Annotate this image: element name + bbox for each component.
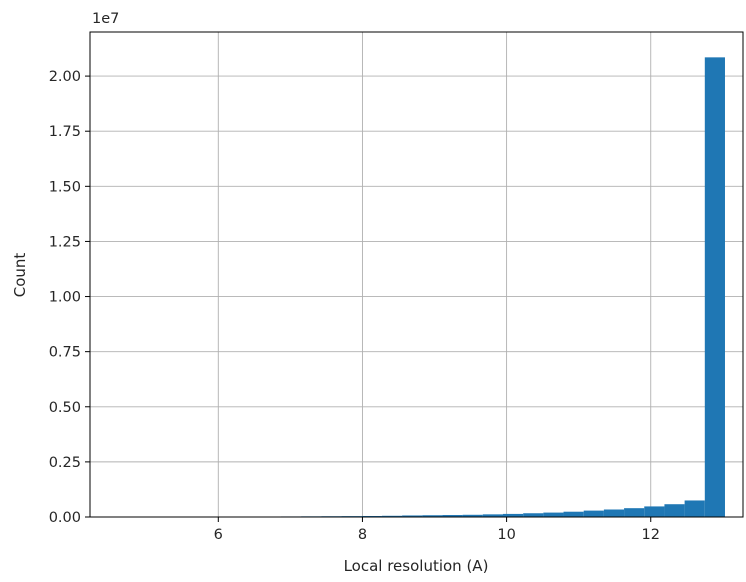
y-tick-label: 0.75: [49, 345, 81, 361]
axes-frame: [89, 31, 744, 518]
histogram-bar: [543, 512, 564, 517]
x-tick-label: 8: [358, 527, 367, 543]
y-tick-label: 1.50: [49, 179, 81, 195]
histogram-bar: [462, 514, 483, 517]
x-tick-label: 10: [497, 527, 515, 543]
plot-frame: [89, 31, 744, 518]
histogram-bars: [260, 57, 725, 518]
histogram-bar: [422, 515, 443, 517]
y-tick-label: 0.50: [49, 400, 81, 416]
y-axis-ticks: 0.00 0.25 0.50 0.75 1.00 1.25 1.50 1.75 2.00: [49, 69, 90, 526]
y-tick-label: 1.25: [49, 234, 81, 250]
histogram-bar: [502, 513, 524, 517]
x-axis-ticks: 6 8 10 12: [214, 517, 660, 543]
histogram-bar: [563, 511, 584, 517]
y-tick-label: 0.00: [49, 510, 81, 526]
histogram-bar: [442, 515, 463, 517]
y-tick-label: 1.00: [49, 290, 81, 306]
histogram-bar: [482, 514, 503, 517]
histogram-bar: [603, 509, 625, 517]
y-axis-label: Count: [11, 253, 29, 298]
histogram-bar: [704, 57, 725, 518]
x-tick-label: 6: [214, 527, 223, 543]
histogram-bar: [664, 504, 685, 517]
histogram-bar: [684, 500, 705, 517]
x-tick-label: 12: [642, 527, 660, 543]
histogram-bar: [402, 515, 423, 517]
histogram-bar: [644, 506, 665, 517]
y-scale-offset-label: 1e7: [92, 11, 119, 27]
y-tick-label: 2.00: [49, 69, 81, 85]
histogram-bar: [583, 510, 604, 517]
histogram-bar: [523, 513, 544, 517]
grid-lines: [90, 32, 743, 518]
histogram-bar: [624, 508, 645, 517]
y-tick-label: 0.25: [49, 455, 81, 471]
x-axis-label: Local resolution (A): [344, 557, 489, 575]
histogram-bar: [381, 515, 403, 517]
y-tick-label: 1.75: [49, 124, 81, 140]
